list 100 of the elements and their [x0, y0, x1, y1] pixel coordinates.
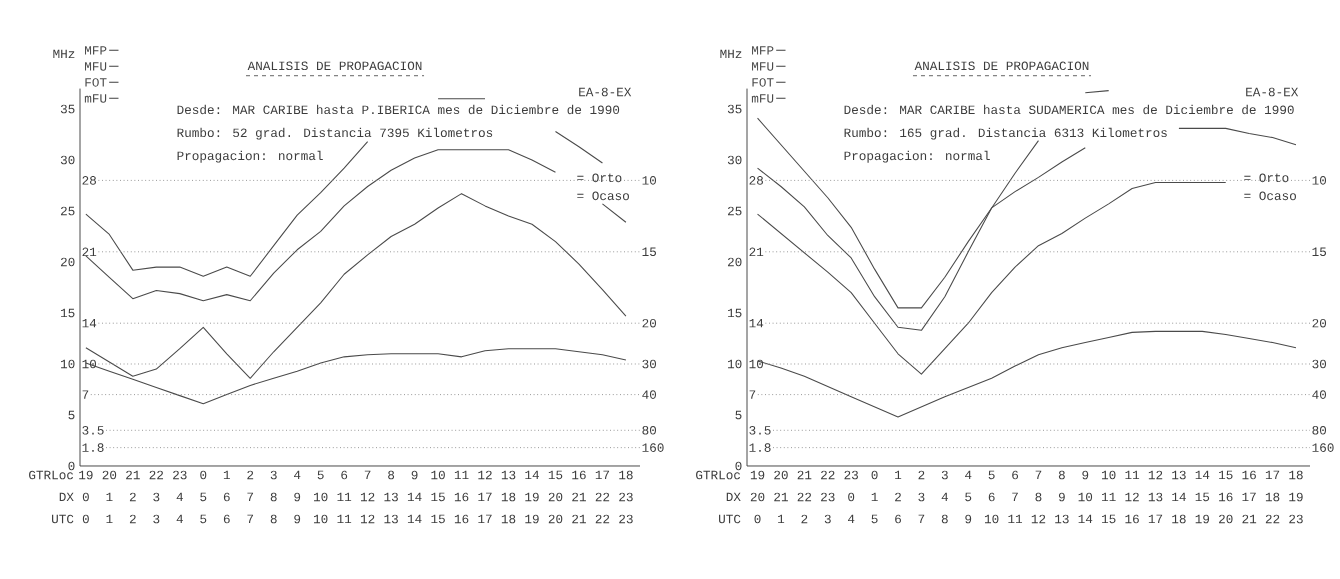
- text: 40: [642, 390, 657, 399]
- text: 19: [750, 470, 765, 480]
- y-tick-label: 10: [61, 359, 75, 369]
- x-tick-label: 20: [1219, 514, 1233, 524]
- annotation: Rumbo: 165 grad. Distancia 6313 Kilometros: [844, 127, 1167, 140]
- x-tick-label: 12: [360, 492, 375, 502]
- x-tick-label: 21: [572, 492, 586, 502]
- x-tick-label: 10: [313, 492, 328, 502]
- ref-line-label: 7: [749, 390, 756, 399]
- y-tick-label: 20: [727, 257, 742, 267]
- ref-line-label: 1.8: [749, 443, 771, 452]
- y-tick-label: 35: [727, 104, 742, 114]
- x-tick-label: 11: [1008, 514, 1023, 524]
- ref-line-label: 10: [749, 359, 764, 369]
- annotation: Propagacion: normal: [177, 150, 323, 163]
- y-tick-label: 30: [60, 155, 75, 165]
- x-tick-label: 11: [337, 492, 352, 502]
- text: GTRLoc: [696, 470, 741, 480]
- text: 10: [1312, 176, 1327, 185]
- annotation: EA-8-EX: [1246, 87, 1299, 97]
- annotation: = Orto: [1244, 173, 1289, 183]
- text: 14: [1195, 470, 1210, 480]
- x-tick-label: 22: [1265, 514, 1280, 524]
- legend-label: MFU: [85, 62, 107, 71]
- x-tick-label: 5: [871, 514, 878, 524]
- text: 23: [173, 470, 187, 480]
- chart-title: ANALISIS DE PROPAGACION: [914, 61, 1089, 71]
- y-tick-label: 20: [60, 257, 75, 267]
- text: 160: [642, 443, 664, 452]
- annotation: Desde: MAR CARIBE hasta SUDAMERICA mes de Diciembre de 1990: [844, 104, 1294, 115]
- y-tick-label: 25: [60, 206, 75, 216]
- text: 11: [454, 470, 469, 480]
- y-tick-label: 5: [735, 410, 742, 420]
- text: 80: [1312, 426, 1327, 435]
- text: 16: [1242, 470, 1256, 480]
- x-tick-label: 13: [384, 492, 398, 502]
- text: 7: [1035, 470, 1042, 480]
- x-tick-label: 20: [548, 492, 563, 502]
- y-tick-label: 0: [735, 461, 742, 471]
- text: 5: [988, 470, 995, 480]
- y-tick-label: 0: [68, 461, 75, 471]
- x-tick-label: 7: [247, 492, 254, 502]
- legend-label: MFU: [752, 62, 774, 71]
- x-tick-label: 4: [176, 492, 183, 502]
- text: 8: [388, 470, 395, 480]
- x-tick-label: 17: [478, 492, 492, 502]
- x-tick-label: 21: [1242, 514, 1257, 524]
- text: 4: [965, 470, 972, 480]
- text: 2: [247, 470, 254, 480]
- x-axis-title: UTC: [719, 514, 741, 524]
- y-axis-title: MHz: [720, 49, 742, 58]
- text: 18: [619, 470, 633, 480]
- text: 3: [941, 470, 948, 480]
- x-tick-label: 18: [501, 492, 516, 502]
- text: 15: [548, 470, 563, 480]
- ref-line-label: 7: [82, 390, 89, 399]
- text: 13: [1172, 470, 1186, 480]
- x-tick-label: 3: [153, 492, 160, 502]
- text: 12: [1148, 470, 1163, 480]
- text: 20: [774, 470, 788, 480]
- y-tick-label: 30: [727, 155, 742, 165]
- text: 10: [431, 470, 445, 480]
- x-tick-label: 1: [106, 492, 113, 502]
- text: 15: [1219, 470, 1233, 480]
- x-tick-label: 0: [754, 514, 761, 524]
- x-tick-label: 17: [1148, 514, 1163, 524]
- text: 6: [341, 470, 348, 480]
- text: 22: [149, 470, 164, 480]
- x-tick-label: 13: [1055, 514, 1069, 524]
- annotation: = Ocaso: [577, 191, 629, 201]
- x-tick-label: 6: [223, 492, 230, 502]
- x-tick-label: 23: [619, 492, 633, 502]
- chart-title: ANALISIS DE PROPAGACION: [247, 61, 422, 71]
- text: 7: [364, 470, 371, 480]
- x-tick-label: 16: [454, 492, 469, 502]
- text: 23: [844, 470, 858, 480]
- text: 11: [1125, 470, 1140, 480]
- text: 1: [895, 470, 902, 480]
- x-tick-label: 9: [965, 514, 972, 524]
- text: 5: [317, 470, 324, 480]
- x-tick-label: 18: [1172, 514, 1186, 524]
- text: 14: [525, 470, 539, 480]
- y-tick-label: 5: [68, 410, 75, 420]
- x-tick-label: 14: [407, 492, 422, 502]
- x-tick-label: 15: [1102, 514, 1116, 524]
- x-tick-label: 16: [1125, 514, 1139, 524]
- x-tick-label: 9: [294, 492, 301, 502]
- text: 4: [294, 470, 301, 480]
- ref-line-label: 28: [749, 176, 763, 185]
- x-tick-label: 5: [200, 492, 207, 502]
- legend-label: FOT: [752, 78, 774, 87]
- text: 30: [642, 359, 657, 369]
- y-tick-label: 25: [727, 206, 742, 216]
- text: DX: [59, 492, 74, 502]
- text: 17: [1265, 470, 1280, 480]
- ref-line-label: 14: [82, 319, 97, 328]
- text: 80: [642, 426, 657, 435]
- text: 20: [102, 470, 117, 480]
- x-tick-label: 19: [1195, 514, 1210, 524]
- text: 6: [1012, 470, 1019, 480]
